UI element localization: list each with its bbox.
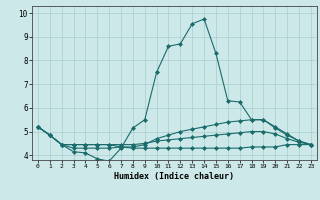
- X-axis label: Humidex (Indice chaleur): Humidex (Indice chaleur): [115, 172, 234, 181]
